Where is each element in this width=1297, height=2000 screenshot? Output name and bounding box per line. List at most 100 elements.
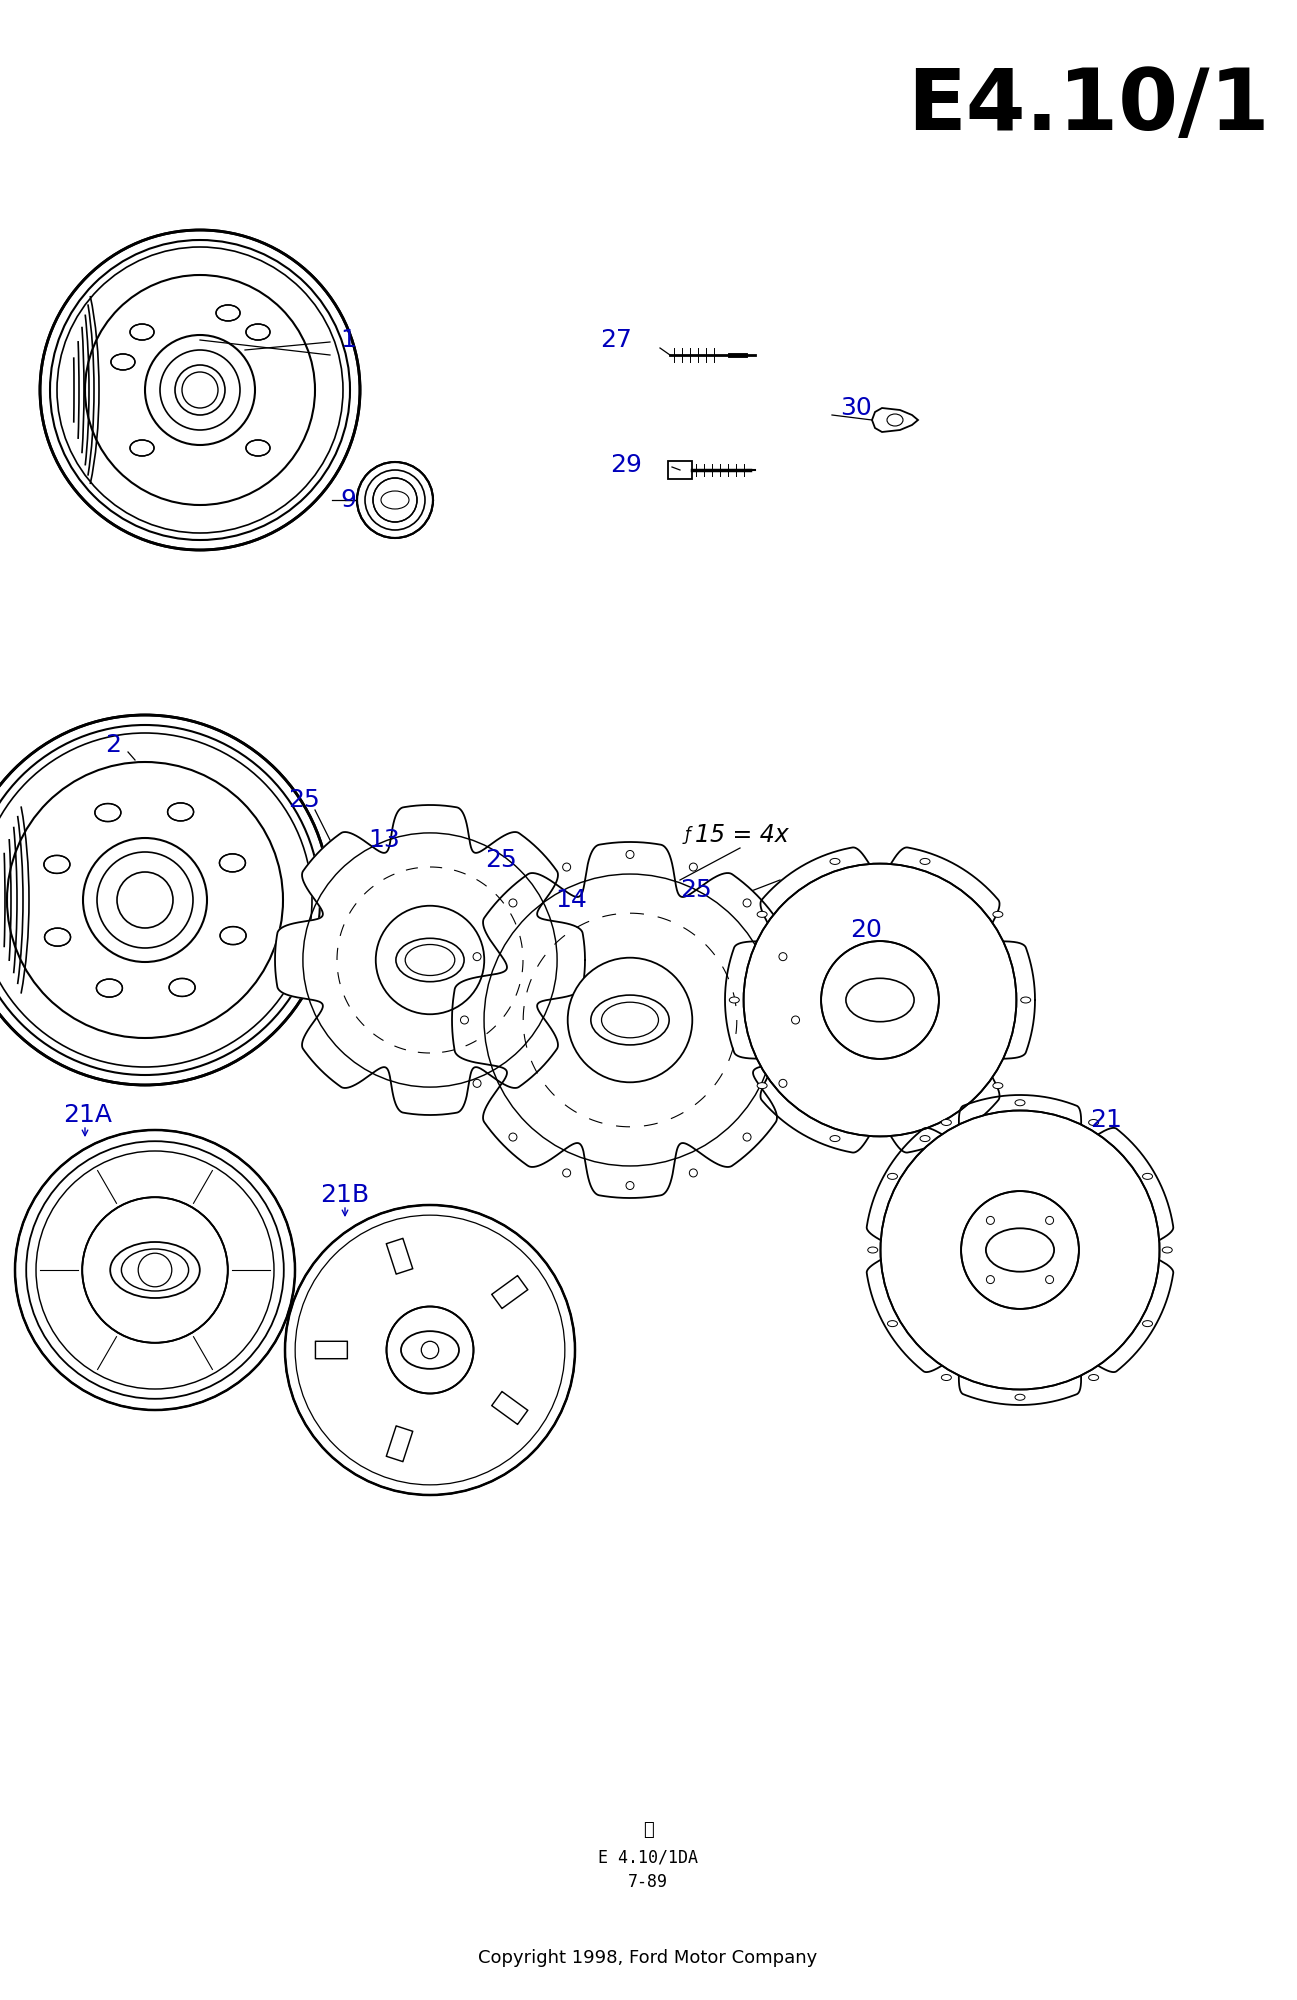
Text: 21A: 21A <box>64 1104 112 1128</box>
Circle shape <box>508 898 518 906</box>
Text: 7-89: 7-89 <box>628 1872 668 1892</box>
Ellipse shape <box>217 304 240 320</box>
Ellipse shape <box>1162 1248 1172 1252</box>
Circle shape <box>473 952 481 960</box>
Ellipse shape <box>942 1120 952 1126</box>
Ellipse shape <box>1016 1394 1025 1400</box>
Circle shape <box>387 1306 473 1394</box>
Circle shape <box>117 872 173 928</box>
Circle shape <box>563 1168 571 1176</box>
Text: 27: 27 <box>601 328 632 352</box>
Circle shape <box>422 1342 438 1358</box>
Ellipse shape <box>868 1248 878 1252</box>
Text: 15 = 4x: 15 = 4x <box>695 824 789 848</box>
Circle shape <box>285 1204 575 1496</box>
Circle shape <box>791 1016 799 1024</box>
Polygon shape <box>451 842 808 1198</box>
Ellipse shape <box>757 912 767 918</box>
Ellipse shape <box>757 1082 767 1088</box>
Circle shape <box>508 1134 518 1142</box>
Ellipse shape <box>376 906 484 1014</box>
Text: 13: 13 <box>368 828 399 852</box>
Circle shape <box>743 898 751 906</box>
Ellipse shape <box>920 1136 930 1142</box>
Circle shape <box>881 1110 1160 1390</box>
Text: 2: 2 <box>105 732 121 756</box>
Circle shape <box>473 1080 481 1088</box>
Text: Copyright 1998, Ford Motor Company: Copyright 1998, Ford Motor Company <box>479 1948 817 1968</box>
Ellipse shape <box>942 1374 952 1380</box>
Ellipse shape <box>44 928 70 946</box>
Ellipse shape <box>830 1136 840 1142</box>
Text: 14: 14 <box>555 888 586 912</box>
FancyBboxPatch shape <box>387 1238 412 1274</box>
Ellipse shape <box>0 716 329 1084</box>
Circle shape <box>139 1254 171 1286</box>
Ellipse shape <box>130 324 154 340</box>
Text: 9: 9 <box>340 488 355 512</box>
Polygon shape <box>866 1096 1174 1404</box>
Polygon shape <box>725 848 1035 1152</box>
Ellipse shape <box>246 324 270 340</box>
Circle shape <box>779 1080 787 1088</box>
Ellipse shape <box>743 864 1017 1136</box>
Circle shape <box>16 1130 294 1410</box>
Ellipse shape <box>568 958 693 1082</box>
Ellipse shape <box>1088 1120 1099 1126</box>
Ellipse shape <box>994 912 1003 918</box>
Ellipse shape <box>887 1320 898 1326</box>
FancyBboxPatch shape <box>315 1342 348 1358</box>
Text: ƒ: ƒ <box>685 826 691 844</box>
Circle shape <box>779 952 787 960</box>
Ellipse shape <box>112 354 135 370</box>
Ellipse shape <box>961 1192 1079 1308</box>
Ellipse shape <box>1021 996 1031 1004</box>
Circle shape <box>460 1016 468 1024</box>
Circle shape <box>743 1134 751 1142</box>
Ellipse shape <box>96 980 122 998</box>
Ellipse shape <box>169 978 195 996</box>
Ellipse shape <box>374 478 418 522</box>
Circle shape <box>1045 1276 1053 1284</box>
Ellipse shape <box>1143 1174 1153 1180</box>
Ellipse shape <box>1088 1374 1099 1380</box>
Circle shape <box>689 864 698 872</box>
Ellipse shape <box>219 854 245 872</box>
Circle shape <box>1045 1216 1053 1224</box>
Ellipse shape <box>821 942 939 1058</box>
Ellipse shape <box>130 440 154 456</box>
Ellipse shape <box>167 802 193 820</box>
Circle shape <box>182 372 218 408</box>
FancyBboxPatch shape <box>492 1392 528 1424</box>
Text: E4.10/1: E4.10/1 <box>908 64 1270 148</box>
Ellipse shape <box>887 1174 898 1180</box>
Circle shape <box>175 364 224 416</box>
Circle shape <box>626 850 634 858</box>
Ellipse shape <box>1143 1320 1153 1326</box>
Text: 1: 1 <box>340 328 355 352</box>
Text: ⓘ: ⓘ <box>642 1820 654 1840</box>
Text: 25: 25 <box>288 788 320 812</box>
FancyBboxPatch shape <box>387 1426 412 1462</box>
Ellipse shape <box>357 462 433 538</box>
Ellipse shape <box>830 858 840 864</box>
Text: 30: 30 <box>840 396 872 420</box>
Text: 21B: 21B <box>320 1182 370 1206</box>
Circle shape <box>689 1168 698 1176</box>
Ellipse shape <box>246 440 270 456</box>
Text: 29: 29 <box>610 454 642 476</box>
Text: 20: 20 <box>850 918 882 942</box>
Circle shape <box>82 1198 228 1342</box>
Ellipse shape <box>729 996 739 1004</box>
Ellipse shape <box>40 230 361 550</box>
Text: 25: 25 <box>485 848 516 872</box>
Ellipse shape <box>220 926 246 944</box>
Polygon shape <box>275 806 585 1114</box>
Circle shape <box>626 1182 634 1190</box>
Text: 1280.com: 1280.com <box>412 956 908 1044</box>
Ellipse shape <box>95 804 121 822</box>
Circle shape <box>987 1216 995 1224</box>
FancyBboxPatch shape <box>492 1276 528 1308</box>
Ellipse shape <box>44 856 70 874</box>
Ellipse shape <box>1016 1100 1025 1106</box>
